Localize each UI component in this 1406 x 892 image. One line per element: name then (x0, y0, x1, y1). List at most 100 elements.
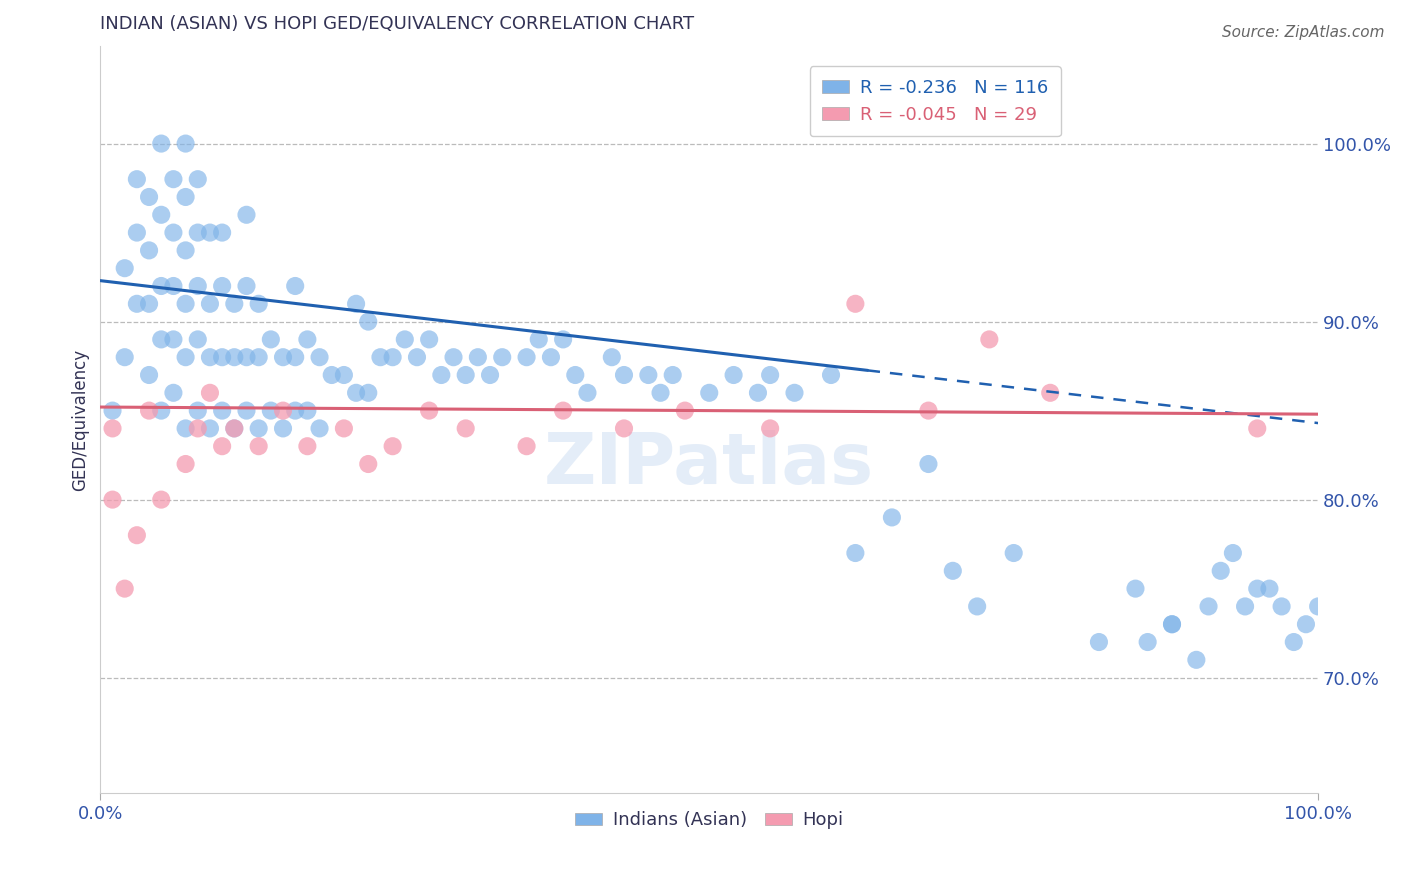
Point (260, 332, 283, 346)
Point (661, 368, 683, 382)
Point (1222, 546, 1244, 560)
Point (1136, 635, 1159, 649)
Point (187, 332, 209, 346)
Point (224, 421, 246, 435)
Point (381, 439, 404, 453)
Point (211, 226, 233, 240)
Point (613, 368, 636, 382)
Point (162, 172, 184, 186)
Point (271, 403, 294, 417)
Point (917, 457, 939, 471)
Point (1209, 564, 1232, 578)
Point (114, 350, 136, 364)
Point (344, 297, 367, 311)
Point (308, 421, 330, 435)
Point (553, 403, 575, 417)
Point (394, 332, 416, 346)
Point (576, 385, 599, 400)
Point (966, 599, 988, 614)
Point (1271, 599, 1294, 614)
Point (174, 244, 197, 258)
Point (540, 350, 562, 364)
Point (979, 332, 1001, 346)
Point (479, 368, 502, 382)
Point (138, 244, 160, 258)
Point (150, 403, 173, 417)
Point (418, 332, 440, 346)
Point (344, 385, 367, 400)
Point (759, 421, 782, 435)
Point (284, 279, 307, 293)
Point (138, 297, 160, 311)
Point (101, 403, 124, 417)
Point (224, 421, 246, 435)
Point (673, 403, 696, 417)
Point (187, 279, 209, 293)
Point (211, 439, 233, 453)
Text: INDIAN (ASIAN) VS HOPI GED/EQUIVALENCY CORRELATION CHART: INDIAN (ASIAN) VS HOPI GED/EQUIVALENCY C… (100, 15, 695, 33)
Point (637, 368, 659, 382)
Point (516, 439, 538, 453)
Point (418, 403, 440, 417)
Point (198, 297, 221, 311)
Point (564, 368, 586, 382)
Point (1125, 582, 1147, 596)
Point (1161, 617, 1184, 632)
Point (516, 350, 538, 364)
Point (174, 190, 197, 204)
Point (247, 350, 270, 364)
Point (613, 421, 636, 435)
Point (271, 421, 294, 435)
Point (174, 350, 197, 364)
Point (224, 297, 246, 311)
Point (1185, 653, 1208, 667)
Point (553, 332, 575, 346)
Point (150, 208, 173, 222)
Point (1002, 546, 1025, 560)
Legend: Indians (Asian), Hopi: Indians (Asian), Hopi (568, 805, 851, 837)
Point (1198, 599, 1220, 614)
Point (235, 403, 257, 417)
Point (443, 350, 465, 364)
Point (491, 350, 513, 364)
Point (783, 385, 806, 400)
Point (247, 421, 270, 435)
Point (101, 492, 124, 507)
Point (125, 528, 148, 542)
Point (174, 136, 197, 151)
Point (260, 403, 283, 417)
Point (198, 421, 221, 435)
Point (101, 421, 124, 435)
Point (454, 421, 477, 435)
Point (235, 208, 257, 222)
Point (187, 421, 209, 435)
Point (138, 368, 160, 382)
Point (357, 315, 380, 329)
Point (381, 350, 404, 364)
Point (162, 332, 184, 346)
Point (138, 190, 160, 204)
Point (162, 226, 184, 240)
Point (211, 279, 233, 293)
Point (211, 403, 233, 417)
Point (370, 350, 392, 364)
Point (198, 350, 221, 364)
Point (162, 279, 184, 293)
Point (844, 546, 866, 560)
Point (150, 279, 173, 293)
Point (880, 510, 903, 524)
Point (333, 368, 356, 382)
Point (187, 226, 209, 240)
Point (527, 332, 550, 346)
Point (1295, 617, 1317, 632)
Point (357, 457, 380, 471)
Point (942, 564, 965, 578)
Point (650, 385, 672, 400)
Point (333, 421, 356, 435)
Point (114, 582, 136, 596)
Point (1246, 582, 1268, 596)
Point (174, 457, 197, 471)
Point (759, 368, 782, 382)
Point (308, 350, 330, 364)
Point (406, 350, 429, 364)
